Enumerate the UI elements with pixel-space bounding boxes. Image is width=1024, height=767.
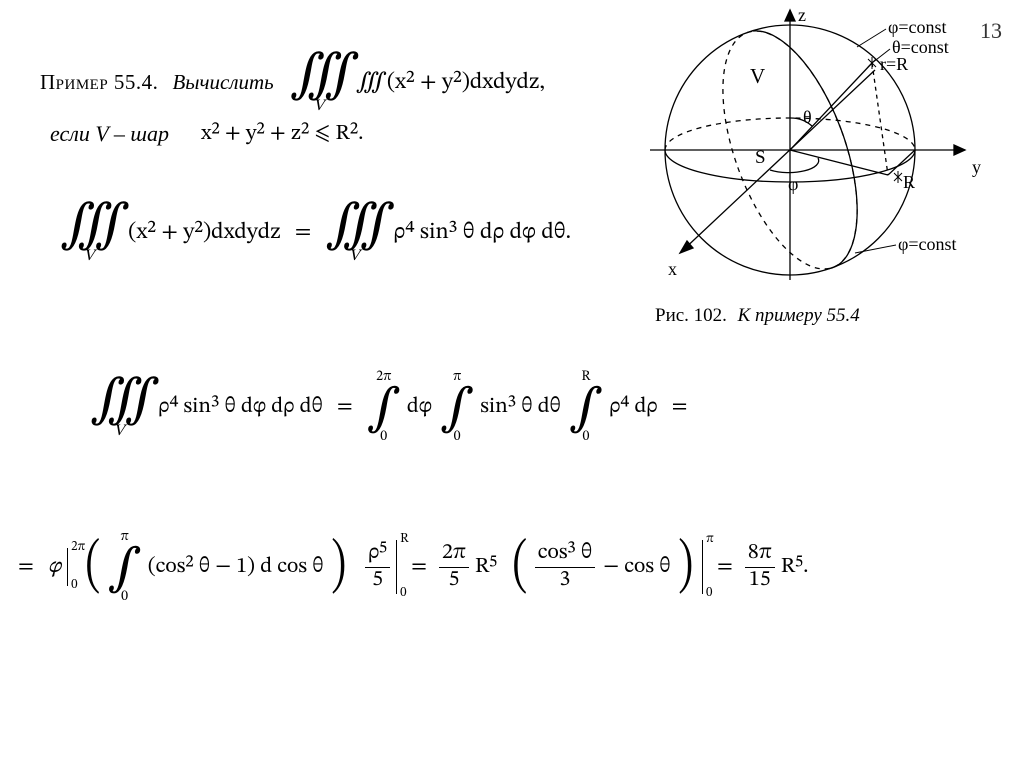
equals-sign: = bbox=[411, 553, 427, 581]
triple-int-icon: ∭V bbox=[325, 200, 383, 264]
example-line-1: Пример 55.4. Вычислить ∭ V ∭(x² + y²)dxd… bbox=[40, 50, 545, 114]
R5: R⁵ bbox=[475, 553, 497, 581]
phi-const-top: φ=const bbox=[888, 17, 947, 37]
lparen-icon: ( bbox=[512, 540, 527, 594]
phi-symbol: φ bbox=[48, 553, 61, 581]
fraction: ρ⁵5 bbox=[365, 542, 390, 591]
example-integrand: ∭(x² + y²)dxdydz, bbox=[356, 68, 545, 97]
int2-body: sin³ θ dθ bbox=[480, 393, 561, 421]
cond-formula: x² + y² + z² ⩽ R². bbox=[201, 120, 364, 148]
rparen-icon: ) bbox=[331, 540, 346, 594]
int1-body: dφ bbox=[407, 393, 432, 421]
rparen-icon: ) bbox=[678, 540, 693, 594]
axis-x-label: x bbox=[668, 259, 677, 279]
phi-label: φ bbox=[788, 174, 798, 194]
phi-const-bot: φ=const bbox=[898, 234, 957, 254]
triple-int-icon: ∭ V bbox=[290, 50, 348, 114]
theta-const: θ=const bbox=[892, 37, 949, 57]
axis-y-label: y bbox=[972, 157, 981, 177]
figure-caption-num: Рис. 102. bbox=[655, 305, 727, 326]
figure-caption: Рис. 102. К примеру 55.4 bbox=[655, 305, 860, 327]
eq1-rhs: ρ⁴ sin³ θ dρ dφ dθ. bbox=[393, 218, 571, 247]
eq1-lhs: (x² + y²)dxdydz bbox=[128, 218, 281, 247]
region-V-label: V bbox=[750, 64, 765, 88]
equals-sign: = bbox=[337, 393, 353, 421]
fraction: cos³ θ3 bbox=[535, 542, 596, 591]
eval-bar-icon: R0 bbox=[396, 540, 397, 594]
eq-line-3: = φ 2π0 ( π∫0 (cos² θ − 1) d cos θ ) ρ⁵5… bbox=[18, 530, 808, 604]
page: 13 Пример 55.4. Вычислить ∭ V ∭(x² + y²)… bbox=[0, 0, 1024, 767]
fraction: 8π15 bbox=[745, 542, 775, 591]
axis-z-label: z bbox=[798, 5, 806, 25]
sphere-svg: z y x V S θ φ R r=R φ=const θ=const φ=co… bbox=[620, 5, 1000, 305]
rR-label: r=R bbox=[880, 54, 908, 74]
example-line-2: если V – шар x² + y² + z² ⩽ R². bbox=[50, 120, 363, 148]
eq2-lhs: ρ⁴ sin³ θ dφ dρ dθ bbox=[158, 393, 323, 421]
lparen-icon: ( bbox=[85, 540, 100, 594]
equals-sign: = bbox=[18, 553, 34, 581]
equals-sign: = bbox=[672, 393, 688, 421]
single-int-icon: R∫0 bbox=[569, 370, 603, 444]
cond-prefix: если V – шар bbox=[50, 121, 169, 147]
paren-body: (cos² θ − 1) d cos θ bbox=[148, 553, 324, 581]
triple-int-icon: ∭V bbox=[60, 200, 118, 264]
eq-line-2: ∭V ρ⁴ sin³ θ dφ dρ dθ = 2π∫0 dφ π∫0 sin³… bbox=[90, 370, 687, 444]
eval-bar-icon: 2π0 bbox=[67, 548, 68, 586]
example-label: Пример 55.4. bbox=[40, 70, 158, 95]
fraction: 2π5 bbox=[439, 542, 469, 591]
region-S-label: S bbox=[755, 147, 766, 168]
int3-body: ρ⁴ dρ bbox=[609, 393, 658, 421]
R5-final: R⁵. bbox=[781, 553, 809, 581]
single-int-icon: 2π∫0 bbox=[367, 370, 401, 444]
inner-tail: − cos θ bbox=[603, 553, 670, 581]
theta-label: θ bbox=[803, 107, 812, 127]
equals-sign: = bbox=[295, 218, 312, 247]
eval-bar-icon: π0 bbox=[702, 540, 703, 594]
example-verb: Вычислить bbox=[172, 70, 273, 95]
figure-caption-text: К примеру 55.4 bbox=[738, 305, 860, 326]
equals-sign: = bbox=[717, 553, 733, 581]
figure-sphere: z y x V S θ φ R r=R φ=const θ=const φ=co… bbox=[620, 5, 1000, 311]
triple-int-icon: ∭V bbox=[90, 375, 148, 439]
R-label: R bbox=[903, 172, 915, 192]
eq-line-1: ∭V (x² + y²)dxdydz = ∭V ρ⁴ sin³ θ dρ dφ … bbox=[60, 200, 571, 264]
single-int-icon: π∫0 bbox=[440, 370, 474, 444]
single-int-icon: π∫0 bbox=[108, 530, 142, 604]
